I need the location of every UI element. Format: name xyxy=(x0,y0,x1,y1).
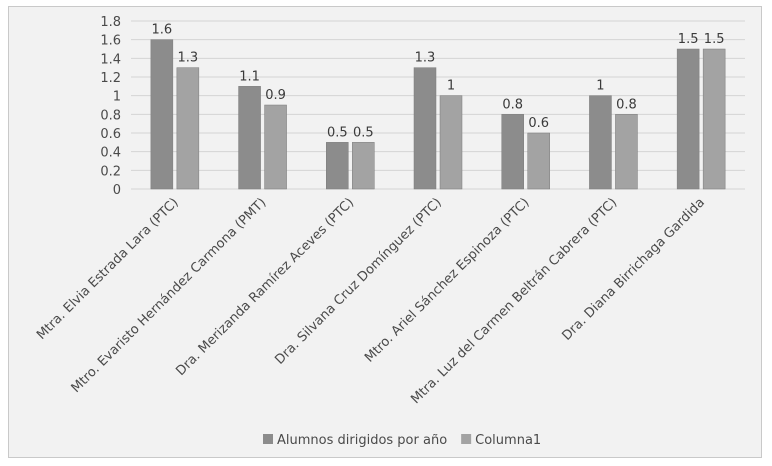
y-axis-ticks: 0 0.2 0.4 0.6 0.8 1 1.2 1.4 1.6 1.8 xyxy=(100,15,121,198)
bar-series2 xyxy=(615,114,638,190)
bars xyxy=(150,39,726,190)
legend-label: Alumnos dirigidos por año xyxy=(277,433,447,448)
data-label: 1.5 xyxy=(704,32,725,47)
bar-series2 xyxy=(264,104,287,190)
x-category-label: Mtro. Evaristo Hernández Carmona (PMT) xyxy=(69,195,270,396)
x-category-label: Mtro. Ariel Sánchez Espinoza (PTC) xyxy=(362,195,532,365)
data-label: 1.1 xyxy=(239,69,260,84)
bar-series1 xyxy=(150,39,174,190)
bar-series1 xyxy=(413,67,437,190)
bar-series1 xyxy=(676,48,700,190)
y-tick-label: 0.4 xyxy=(100,146,121,161)
y-tick-label: 1.4 xyxy=(100,52,121,67)
bar-series2 xyxy=(702,48,726,190)
bar-series1 xyxy=(326,142,349,190)
bar-series2 xyxy=(527,132,550,190)
x-category-label: Mtra. Luz del Carmen Beltrán Cabrera (PT… xyxy=(408,195,620,407)
x-category-label: Mtra. Elvia Estrada Lara (PTC) xyxy=(34,195,182,343)
bar-series1 xyxy=(238,86,261,190)
y-tick-label: 1.2 xyxy=(100,71,121,86)
y-tick-label: 0.2 xyxy=(100,164,121,179)
data-label: 1.3 xyxy=(415,51,436,66)
chart-area: 0 0.2 0.4 0.6 0.8 1 1.2 1.4 1.6 1.8 1.6 1.3 1.1 0.9 0… xyxy=(8,6,762,458)
data-label: 0.5 xyxy=(327,125,348,140)
y-tick-label: 1.8 xyxy=(100,15,121,30)
bar-series2 xyxy=(176,67,200,190)
legend-swatch xyxy=(461,434,472,444)
bar-chart: 0 0.2 0.4 0.6 0.8 1 1.2 1.4 1.6 1.8 1.6 1.3 1.1 0.9 0… xyxy=(34,15,745,448)
x-axis-labels: Mtra. Elvia Estrada Lara (PTC)Mtro. Evar… xyxy=(34,195,708,407)
y-tick-label: 0 xyxy=(113,183,121,198)
data-label: 0.8 xyxy=(502,97,523,112)
bar-series2 xyxy=(439,95,463,190)
data-label: 1.5 xyxy=(678,32,699,47)
data-label: 1 xyxy=(447,79,455,94)
data-labels: 1.6 1.3 1.1 0.9 0.5 0.5 1.3 1 0.8 0.6 1 0.8 1.5 1.5 xyxy=(152,23,725,141)
data-label: 0.8 xyxy=(616,97,637,112)
bar-series1 xyxy=(501,114,524,190)
x-category-label: Dra. Silvana Cruz Domínguez (PTC) xyxy=(272,195,444,367)
bar-series1 xyxy=(589,95,612,190)
data-label: 0.6 xyxy=(528,116,549,131)
y-tick-label: 1.6 xyxy=(100,34,121,49)
x-category-label: Dra. Diana Birrichaga Gardida xyxy=(559,195,708,344)
y-tick-label: 1 xyxy=(113,90,121,105)
data-label: 0.5 xyxy=(353,125,374,140)
data-label: 1 xyxy=(596,79,604,94)
legend: Alumnos dirigidos por año Columna1 xyxy=(263,433,541,448)
x-category-label: Dra. Merizanda Ramírez Aceves (PTC) xyxy=(173,195,357,379)
legend-swatch xyxy=(263,434,273,444)
legend-label: Columna1 xyxy=(475,433,541,448)
gridlines xyxy=(131,20,745,190)
bar-series2 xyxy=(352,142,375,190)
data-label: 1.6 xyxy=(152,23,173,38)
data-label: 0.9 xyxy=(265,88,286,103)
data-label: 1.3 xyxy=(178,51,199,66)
y-tick-label: 0.8 xyxy=(100,108,121,123)
y-tick-label: 0.6 xyxy=(100,127,121,142)
